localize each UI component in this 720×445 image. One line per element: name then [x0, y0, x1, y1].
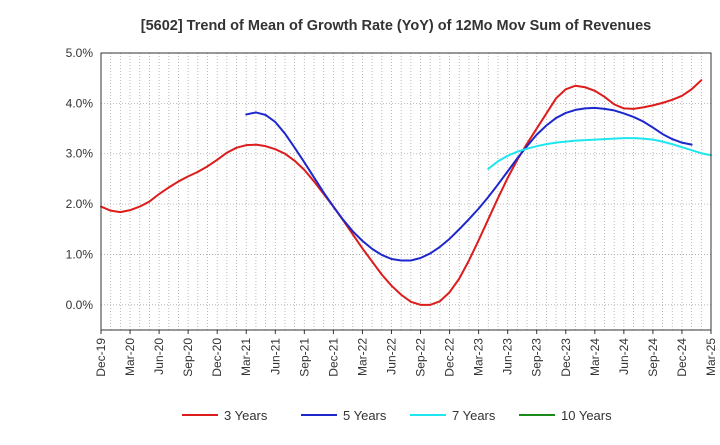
- x-tick-label: Jun-20: [152, 338, 166, 375]
- x-tick-label: Mar-24: [588, 338, 602, 376]
- x-tick-label: Jun-22: [384, 338, 398, 375]
- x-tick-label: Dec-24: [675, 338, 689, 377]
- plot-border: [100, 52, 712, 331]
- x-tick-label: Dec-22: [443, 338, 457, 377]
- x-tick-label: Sep-21: [297, 338, 311, 377]
- series-line-3-years: [100, 79, 703, 306]
- series-layer: [100, 79, 712, 306]
- x-tick-label: Mar-22: [355, 338, 369, 376]
- legend-label: 3 Years: [224, 408, 268, 423]
- x-tick-label: Jun-23: [501, 338, 515, 375]
- grid-layer: [101, 52, 711, 330]
- x-tick-label: Mar-23: [472, 338, 486, 376]
- x-tick-label: Mar-25: [704, 338, 718, 376]
- x-tick-label: Sep-23: [530, 338, 544, 377]
- y-tick-label: 4.0%: [66, 96, 94, 110]
- legend-label: 7 Years: [452, 408, 496, 423]
- x-tick-label: Sep-24: [646, 338, 660, 377]
- y-tick-label: 0.0%: [66, 298, 94, 312]
- y-tick-label: 3.0%: [66, 147, 94, 161]
- x-axis: Dec-19 Mar-20 Jun-20 Sep-20 Dec-20 Mar-21 Jun-…: [94, 330, 718, 377]
- x-tick-label: Mar-21: [239, 338, 253, 376]
- x-tick-label: Dec-21: [326, 338, 340, 377]
- series-line-7-years: [487, 137, 712, 170]
- x-tick-label: Dec-20: [210, 338, 224, 377]
- y-tick-label: 2.0%: [66, 197, 94, 211]
- x-tick-label: Jun-21: [268, 338, 282, 375]
- y-tick-label: 1.0%: [66, 247, 94, 261]
- x-tick-label: Mar-20: [123, 338, 137, 376]
- x-tick-label: Sep-22: [414, 338, 428, 377]
- y-axis: 0.0% 1.0% 2.0% 3.0% 4.0% 5.0%: [66, 46, 94, 312]
- x-tick-label: Dec-23: [559, 338, 573, 377]
- x-tick-label: Dec-19: [94, 338, 108, 377]
- plot-frame: [101, 53, 711, 330]
- y-tick-label: 5.0%: [66, 46, 94, 60]
- x-tick-label: Sep-20: [181, 338, 195, 377]
- x-tick-label: Jun-24: [617, 338, 631, 375]
- series-line-5-years: [245, 106, 693, 262]
- legend-label: 5 Years: [343, 408, 387, 423]
- chart-title: [5602] Trend of Mean of Growth Rate (YoY…: [141, 18, 652, 34]
- legend: 3 Years 5 Years 7 Years 10 Years: [182, 408, 612, 423]
- legend-label: 10 Years: [561, 408, 612, 423]
